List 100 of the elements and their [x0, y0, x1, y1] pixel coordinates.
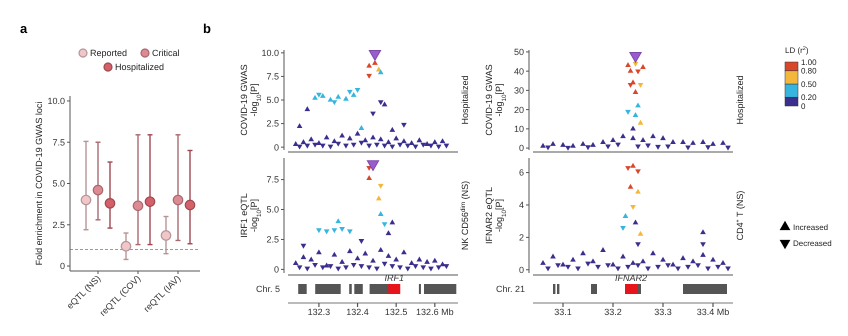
point [335, 94, 342, 99]
point [374, 266, 380, 272]
point [312, 94, 318, 100]
point [382, 222, 388, 228]
x-tick-label: 33.3 [654, 307, 672, 317]
y-tick-label: 7.5 [52, 137, 65, 148]
point [680, 139, 686, 144]
y-tick-label: 0 [60, 261, 65, 272]
y-tick-label: 10.0 [47, 96, 65, 106]
color-bar-label: 0 [801, 102, 806, 111]
point [540, 260, 546, 265]
x-tick-label: 132.3 [308, 307, 330, 317]
point [362, 250, 368, 256]
chart-title: b [203, 21, 211, 36]
y-tick-label: 5.0 [266, 204, 279, 215]
point [386, 252, 392, 258]
x-tick-label: 33.2 [604, 307, 622, 317]
point [339, 258, 345, 264]
y-tick-label: 2.5 [52, 220, 65, 230]
point [350, 142, 357, 148]
point [665, 263, 671, 268]
point [690, 258, 696, 264]
y-tick-label: 0 [274, 142, 279, 152]
point [625, 62, 631, 68]
point [638, 82, 644, 88]
x-tick-label: 132.5 [384, 307, 408, 317]
y-tick-label: 6 [518, 168, 524, 178]
point [632, 112, 638, 118]
point [555, 263, 561, 268]
y-tick-label: 5.0 [52, 178, 65, 189]
point [420, 142, 426, 148]
point [720, 260, 726, 265]
point [620, 226, 626, 231]
point [700, 242, 706, 248]
point [332, 100, 338, 106]
text: Chr. 21 [496, 284, 525, 294]
text: Decreased [793, 238, 832, 248]
point [632, 220, 638, 224]
point [296, 123, 302, 128]
point [580, 250, 586, 256]
point [416, 256, 422, 262]
point [665, 144, 671, 150]
point [382, 262, 388, 267]
point [386, 139, 392, 144]
text: Chr. 5 [256, 284, 280, 294]
point [366, 160, 380, 171]
point [389, 144, 396, 150]
x-tick-label: 33.4 Mb [696, 307, 730, 317]
point [346, 90, 353, 95]
point [725, 266, 731, 272]
point [378, 246, 384, 252]
y-tick-label: 40 [514, 66, 524, 76]
point [358, 239, 364, 244]
y-tick-label: 4 [518, 200, 524, 210]
point [366, 175, 372, 180]
point [715, 264, 721, 270]
point [339, 132, 345, 138]
point [428, 144, 434, 149]
point [444, 144, 450, 149]
point [397, 142, 403, 148]
point [700, 229, 706, 234]
point [378, 69, 384, 74]
text: Hospitalized [735, 75, 745, 125]
text: CD4⁺ T (NS) [735, 190, 745, 240]
point [695, 263, 701, 268]
point [660, 135, 666, 140]
point [615, 142, 621, 148]
point [650, 133, 656, 138]
point [386, 230, 392, 236]
point [605, 144, 611, 150]
point [350, 262, 357, 268]
point [339, 227, 345, 232]
point [545, 266, 551, 272]
point [675, 266, 681, 272]
point [560, 142, 566, 147]
point [324, 134, 330, 140]
point [366, 74, 372, 79]
point [575, 266, 581, 272]
point [300, 139, 306, 144]
point [401, 249, 407, 254]
point [374, 142, 380, 148]
point [628, 184, 634, 189]
text: Hospitalized [460, 75, 470, 125]
point [350, 92, 357, 97]
point [565, 264, 571, 270]
point [378, 184, 384, 189]
point [630, 126, 636, 130]
y-tick-label: 7.5 [266, 174, 279, 185]
color-bar-label: 0.80 [801, 66, 818, 76]
point [685, 145, 691, 150]
point [628, 68, 634, 73]
point [630, 135, 636, 140]
point [590, 258, 596, 264]
point [436, 265, 442, 270]
point [416, 137, 422, 142]
point [640, 137, 646, 142]
point [346, 135, 353, 140]
point [710, 140, 716, 146]
point [685, 264, 691, 270]
point [550, 254, 556, 258]
